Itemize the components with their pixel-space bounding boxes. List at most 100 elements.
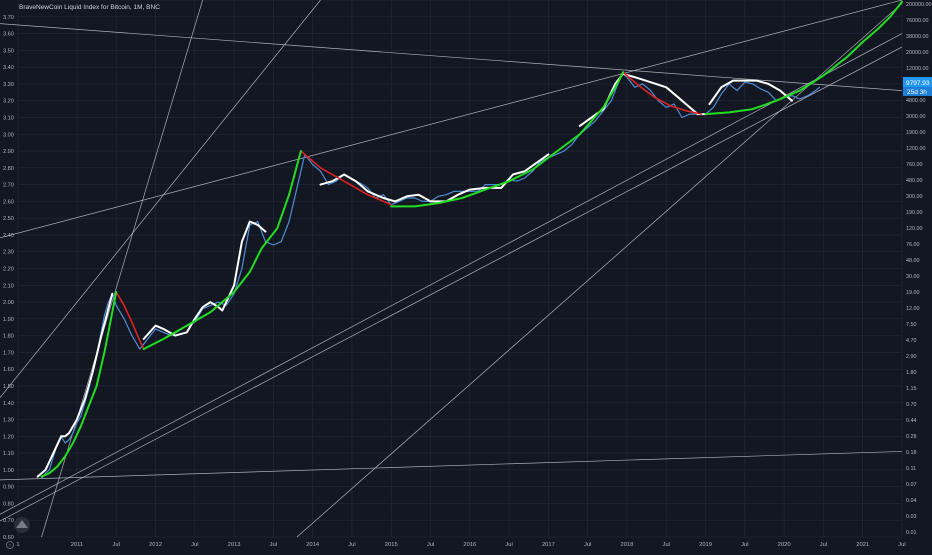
left-tick-label: 1.80 [3,334,14,340]
left-tick-label: 1.70 [3,350,14,356]
trendlines [0,0,903,538]
x-tick-label: 2018 [621,542,634,548]
left-tick-label: 3.50 [3,48,14,54]
series [36,0,903,479]
right-tick-label: 4.70 [906,338,917,344]
left-tick-label: 0.90 [3,485,14,491]
left-tick-label: 2.70 [3,183,14,189]
series-green_fit_1 [40,291,118,478]
timezone-toggle[interactable]: ? [6,541,14,549]
right-tick-label: 0.28 [906,434,917,440]
x-tick-label: Jul [505,542,512,548]
left-axis: 0.60 0.70 0.80 0.90 1.00 1.10 1.20 1.30 1.40 1.50… [3,15,14,541]
left-tick-label: 3.20 [3,99,14,105]
right-tick-label: 0.70 [906,402,917,408]
x-tick-label: 1 [16,542,19,548]
x-tick-label: 2016 [463,542,476,548]
right-tick-label: 760.00 [906,162,923,168]
trendline [0,23,903,91]
left-tick-label: 1.60 [3,367,14,373]
trendline [0,451,903,481]
right-tick-label: 1.15 [906,386,917,392]
logo-icon [16,520,28,528]
left-tick-label: 2.90 [3,149,14,155]
series-green_fit_3 [390,71,624,208]
x-tick-label: 2017 [542,542,555,548]
x-tick-label: Jul [191,542,198,548]
x-axis: 1 2011 Jul 2012 Jul 2013 Jul 2014 Jul 2015 Jul 2016… [16,542,905,548]
right-tick-label: 38000.00 [906,34,928,40]
countdown-label: 25d 3h [903,87,932,96]
right-tick-label: 3000.00 [906,114,926,120]
left-tick-label: 2.20 [3,267,14,273]
x-tick-label: 2011 [71,542,83,548]
x-tick-label: 2020 [778,542,791,548]
x-tick-label: Jul [348,542,355,548]
right-axis: 200000.00 76000.00 38000.00 20000.00 12000.0… [906,2,931,536]
right-tick-label: 4800.00 [906,98,926,104]
trendline [296,3,903,538]
right-tick-label: 200000.00 [906,2,931,8]
left-tick-label: 0.60 [3,535,14,541]
right-tick-label: 12000.00 [906,66,928,72]
left-tick-label: 2.10 [3,283,14,289]
series-red_fit_3 [622,71,703,115]
series-price [40,73,821,479]
x-tick-label: 2019 [699,542,712,548]
svg-text:?: ? [9,543,12,548]
left-tick-label: 3.40 [3,65,14,71]
left-tick-label: 1.90 [3,317,14,323]
left-tick-label: 2.00 [3,300,14,306]
series-green_fit_2 [142,150,302,350]
right-tick-label: 0.04 [906,498,917,504]
chart-title: BraveNewCoin Liquid Index for Bitcoin, 1… [19,4,160,11]
right-tick-label: 1900.00 [906,130,926,136]
left-tick-label: 2.30 [3,250,14,256]
left-tick-label: 2.60 [3,199,14,205]
logo-badge[interactable] [14,517,30,533]
x-tick-label: Jul [663,542,670,548]
trendline [0,46,903,522]
x-tick-label: Jul [584,542,591,548]
left-tick-label: 0.70 [3,518,14,524]
left-tick-label: 3.60 [3,32,14,38]
left-tick-label: 1.20 [3,434,14,440]
price-label-value: 9797.93 [906,80,930,87]
left-tick-label: 1.50 [3,384,14,390]
left-tick-label: 2.40 [3,233,14,239]
countdown-label-value: 25d 3h [907,89,927,96]
right-tick-label: 1.80 [906,370,917,376]
right-tick-label: 0.11 [906,466,916,472]
right-tick-label: 76.00 [906,242,920,248]
x-tick-label: 2014 [306,542,320,548]
trendline [41,0,203,538]
series-white_fit_2 [142,220,267,340]
left-tick-label: 2.50 [3,216,14,222]
series-red_fit_2 [300,150,393,206]
x-tick-label: 2012 [149,542,162,548]
right-tick-label: 19.00 [906,290,920,296]
x-tick-label: Jul [427,542,434,548]
right-tick-label: 0.18 [906,450,917,456]
left-tick-label: 1.10 [3,451,14,457]
left-tick-label: 0.80 [3,501,14,507]
x-tick-label: Jul [113,542,120,548]
left-tick-label: 3.10 [3,115,14,121]
grid [17,0,903,538]
right-tick-label: 0.44 [906,418,917,424]
right-tick-label: 7.50 [906,322,917,328]
right-tick-label: 2.90 [906,354,917,360]
left-tick-label: 2.80 [3,166,14,172]
right-tick-label: 0.01 [906,530,917,536]
x-tick-label: 2013 [228,542,241,548]
right-tick-label: 1200.00 [906,146,926,152]
left-tick-label: 1.30 [3,418,14,424]
left-tick-label: 3.00 [3,132,14,138]
left-tick-label: 1.40 [3,401,14,407]
right-tick-label: 0.03 [906,514,917,520]
right-tick-label: 0.07 [906,482,917,488]
x-tick-label: Jul [820,542,827,548]
x-tick-label: Jul [898,542,905,548]
